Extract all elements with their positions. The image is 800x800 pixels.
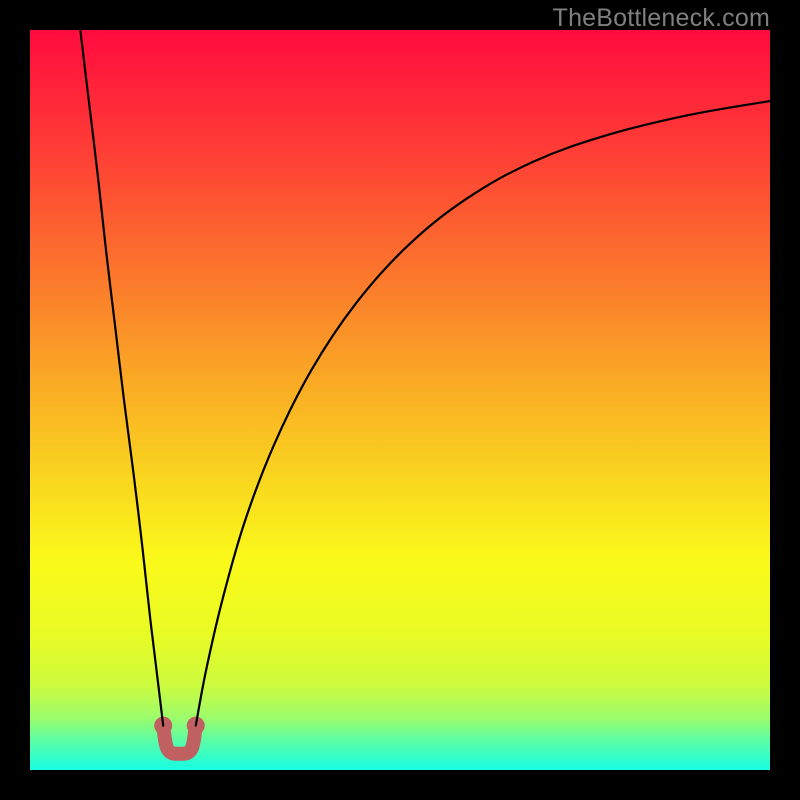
plot-area <box>30 30 770 770</box>
watermark-text: TheBottleneck.com <box>553 4 770 33</box>
gradient-background <box>30 30 770 770</box>
plot-svg <box>30 30 770 770</box>
